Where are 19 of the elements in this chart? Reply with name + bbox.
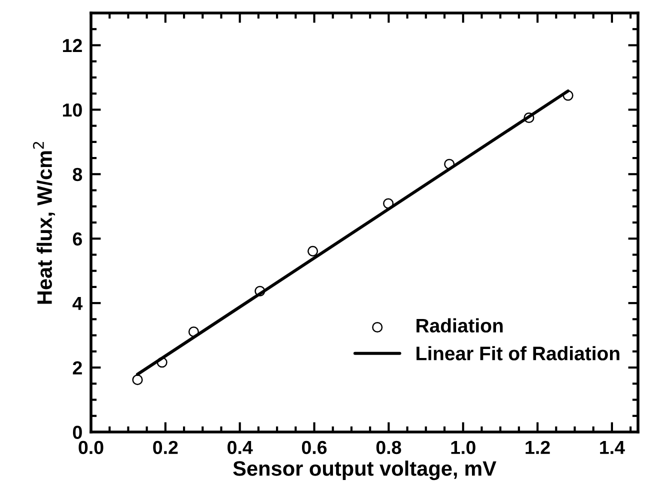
x-tick-label: 1.0 <box>451 440 476 454</box>
y-tick-label: 8 <box>72 168 82 182</box>
x-tick-label: 0.8 <box>376 440 402 454</box>
y-tick-label: 4 <box>72 296 83 310</box>
y-tick-label: 2 <box>72 361 82 374</box>
y-tick-label: 6 <box>72 232 82 246</box>
x-axis-title: Sensor output voltage, mV <box>233 460 496 480</box>
x-tick-label: 0.2 <box>153 440 178 454</box>
y-tick-label: 0 <box>72 426 82 439</box>
legend-label: Radiation <box>416 318 503 333</box>
y-tick-label: 12 <box>62 38 82 52</box>
x-tick-label: 1.2 <box>526 440 550 454</box>
x-tick-label: 0.0 <box>78 440 104 454</box>
x-tick-label: 0.6 <box>302 440 327 454</box>
x-tick-label: 0.4 <box>228 440 253 454</box>
y-tick-label: 10 <box>62 103 82 117</box>
y-axis-title: Heat flux, W/cm$^{2}$ <box>32 142 55 304</box>
legend-label: Linear Fit of Radiation <box>416 346 620 360</box>
x-tick-label: 1.4 <box>600 441 625 454</box>
